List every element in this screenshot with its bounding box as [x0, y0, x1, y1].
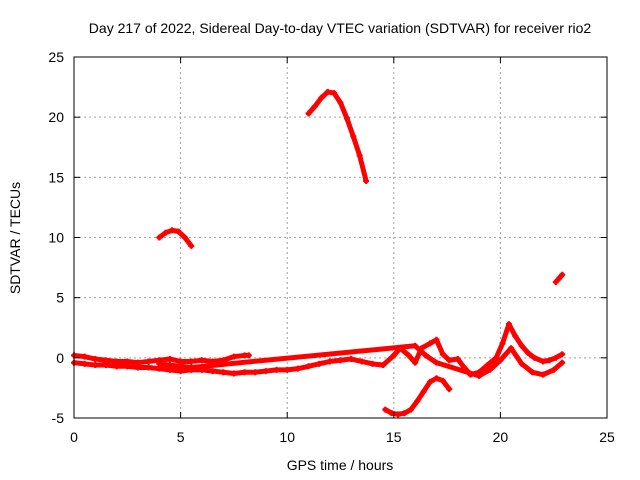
- y-tick-label: 25: [48, 49, 64, 65]
- data-trace: [350, 133, 363, 159]
- x-axis-label: GPS time / hours: [287, 457, 394, 473]
- series-arc-main-upper: [71, 352, 252, 366]
- series-arc-22-23h: [552, 271, 566, 286]
- y-tick-label: 15: [48, 169, 64, 185]
- data-trace: [433, 360, 482, 379]
- x-tick-label: 10: [279, 429, 295, 445]
- y-tick-label: 20: [48, 109, 64, 125]
- y-axis-label: SDTVAR / TECUs: [7, 182, 23, 294]
- data-trace: [440, 378, 452, 392]
- series-arc-15-17h-negative: [382, 375, 453, 418]
- data-point: [446, 386, 453, 393]
- axes: 0 5 10 15 20 25 -5 0 5 10 15 20 25: [48, 49, 615, 445]
- data-trace: [493, 340, 506, 361]
- x-tick-label: 0: [70, 429, 78, 445]
- data-trace: [344, 115, 356, 139]
- data-trace: [551, 360, 565, 373]
- series-arc-main-mid: [156, 342, 566, 379]
- series-arc-4-6h: [156, 227, 195, 249]
- x-tick-label: 5: [177, 429, 185, 445]
- data-point: [363, 177, 370, 184]
- x-tick-label: 25: [599, 429, 615, 445]
- data-points: [71, 88, 566, 418]
- data-trace: [508, 345, 525, 367]
- data-point: [559, 271, 566, 278]
- x-tick-label: 20: [493, 429, 509, 445]
- data-trace: [188, 343, 418, 370]
- data-point: [245, 352, 252, 359]
- y-tick-label: 10: [48, 230, 64, 246]
- data-trace: [338, 100, 350, 121]
- data-trace: [497, 345, 514, 363]
- data-trace: [433, 337, 446, 357]
- data-trace: [357, 153, 369, 184]
- series-arc-main-lower: [71, 321, 566, 378]
- data-point: [559, 351, 566, 358]
- chart-title: Day 217 of 2022, Sidereal Day-to-day VTE…: [89, 20, 592, 36]
- data-point: [188, 242, 195, 249]
- y-tick-label: 5: [56, 290, 64, 306]
- y-tick-label: 0: [56, 350, 64, 366]
- x-tick-label: 15: [386, 429, 402, 445]
- data-trace: [182, 235, 194, 249]
- data-point: [559, 359, 566, 366]
- series-arc-11-14h: [305, 88, 370, 184]
- y-tick-label: -5: [52, 410, 65, 426]
- plot-frame: [73, 56, 608, 419]
- grid-lines: [74, 57, 607, 418]
